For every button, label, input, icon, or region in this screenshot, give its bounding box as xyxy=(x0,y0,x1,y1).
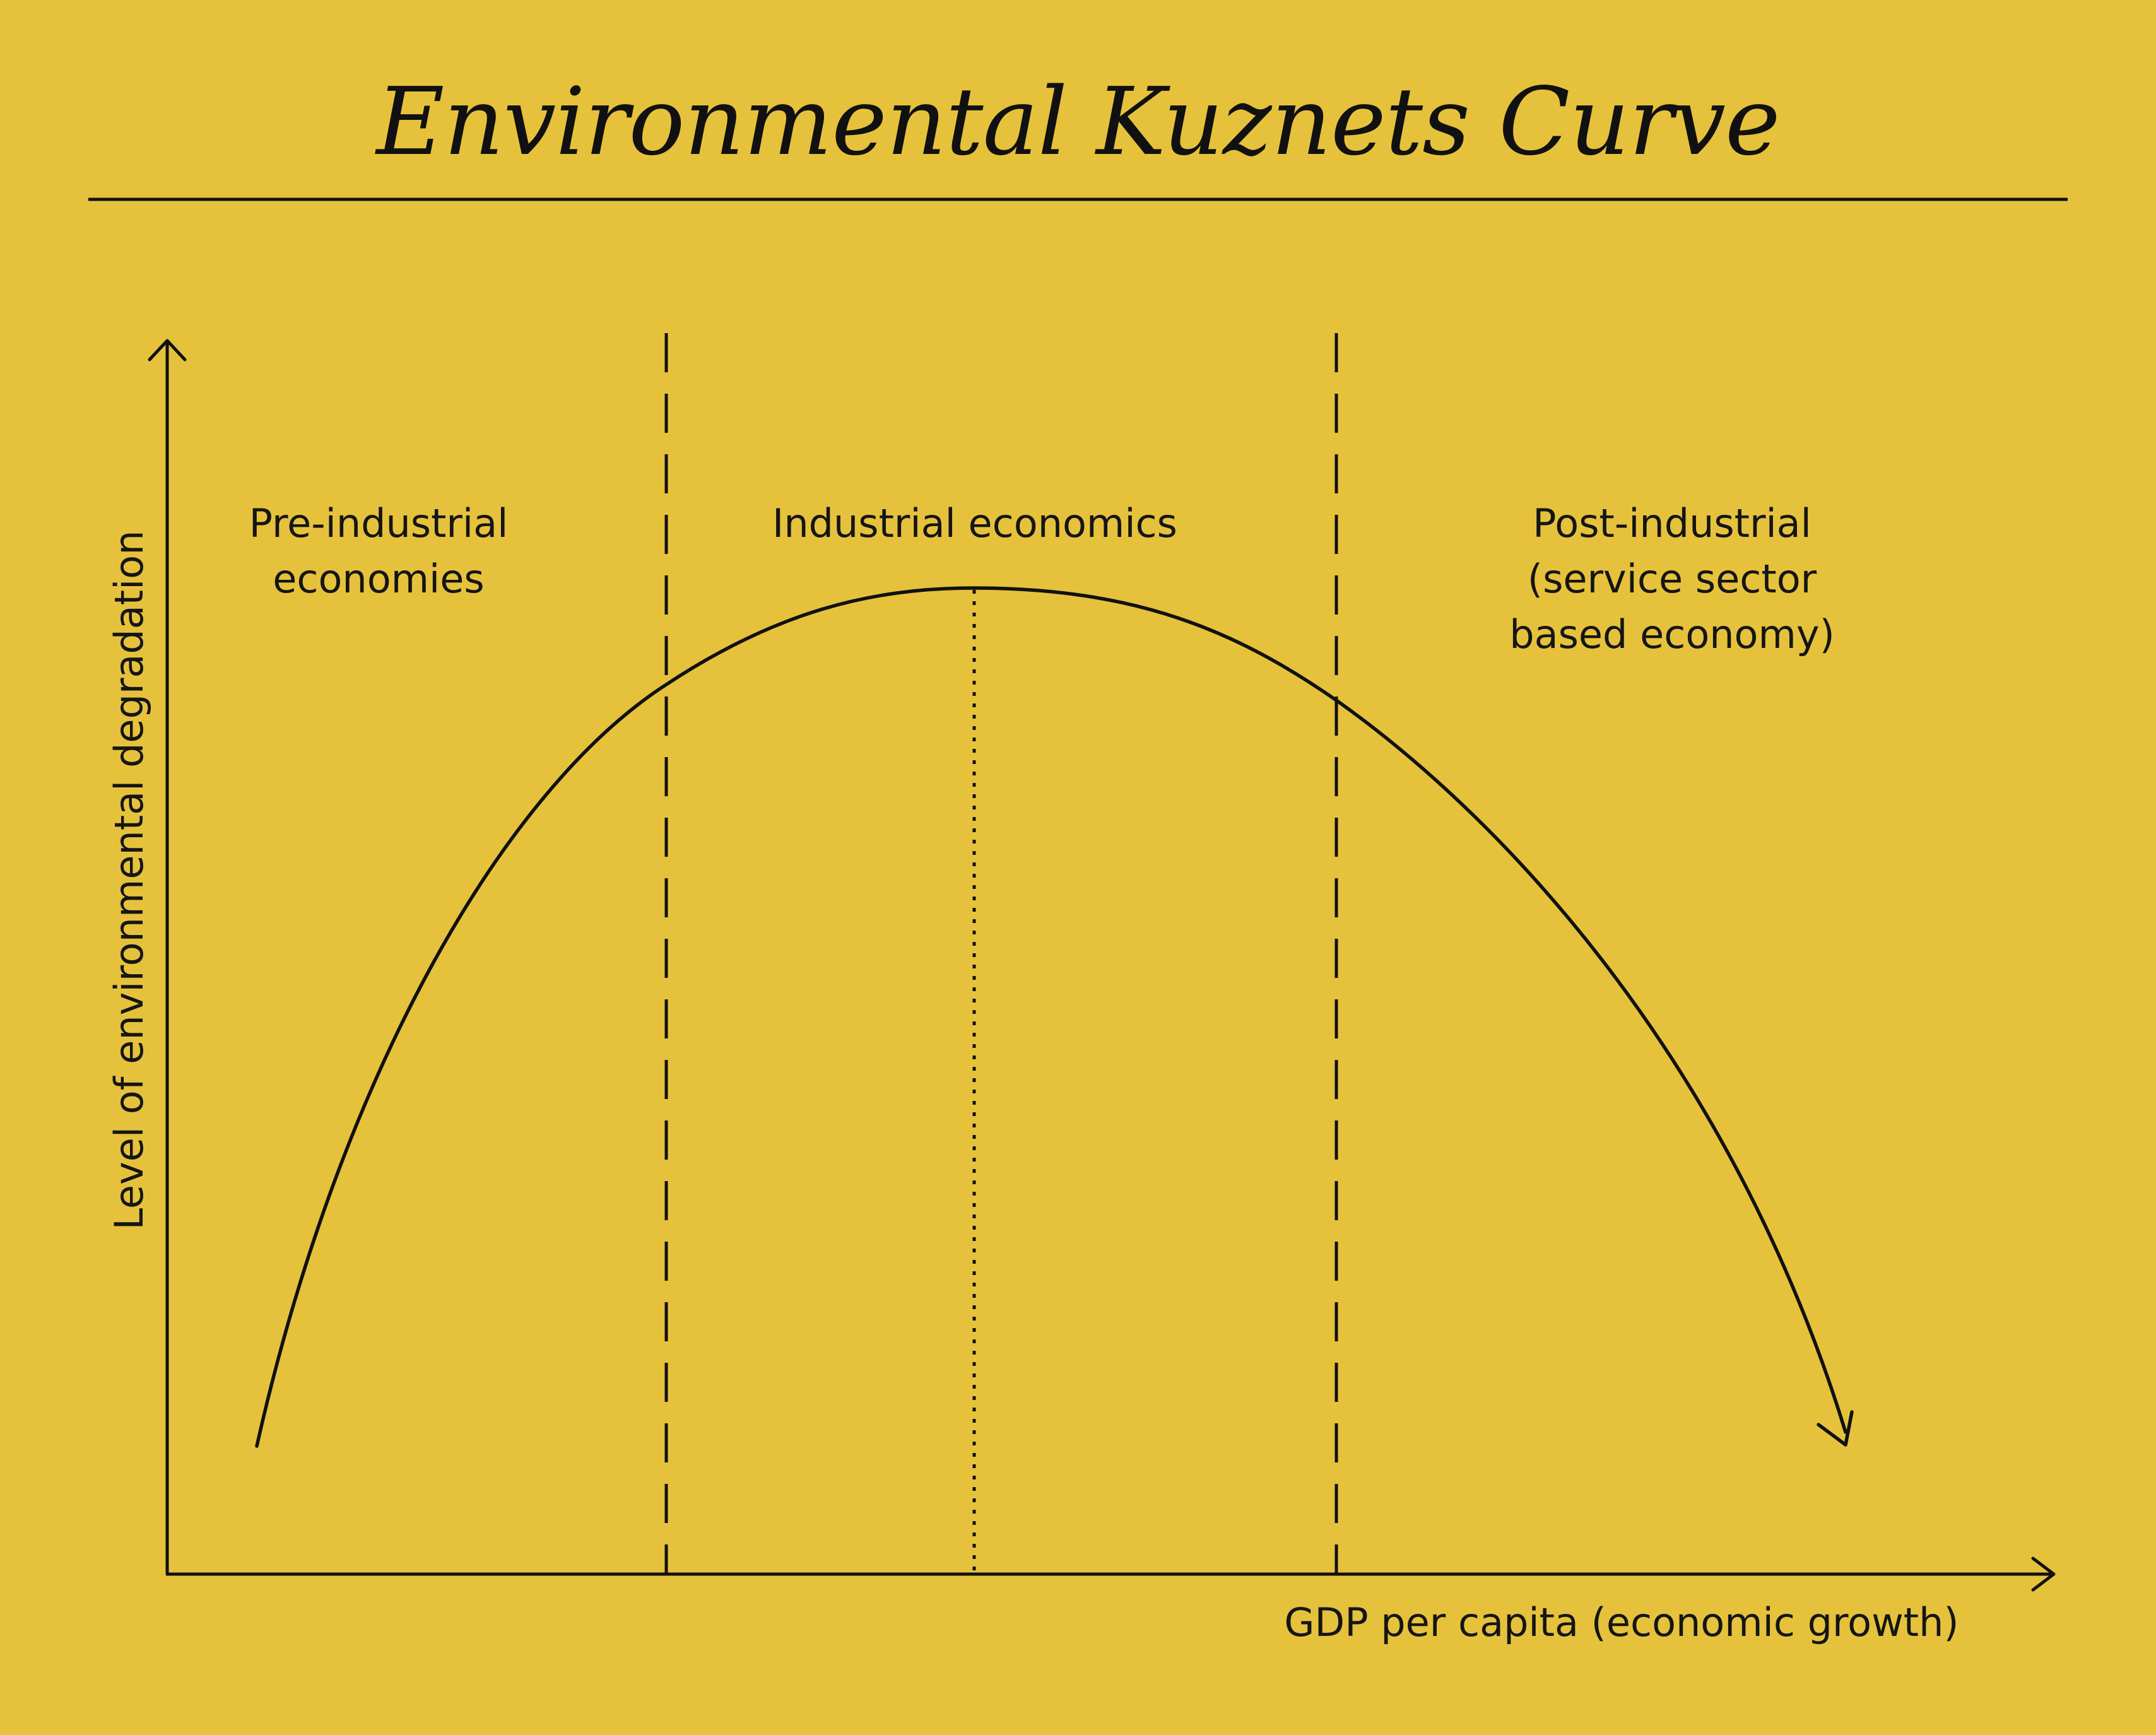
x-axis-arrow-icon xyxy=(2031,1556,2056,1592)
region-label-pre-industrial: Pre-industrial economies xyxy=(249,500,509,602)
page-title: Environmental Kuznets Curve xyxy=(376,68,1780,176)
y-axis-label: Level of environmental degradation xyxy=(106,530,152,1230)
region-label-industrial: Industrial economics xyxy=(772,500,1177,546)
y-axis-arrow-icon xyxy=(148,339,187,362)
kuznets-curve xyxy=(255,586,1847,1448)
x-axis-label: GDP per capita (economic growth) xyxy=(1284,1599,1959,1645)
curve-arrowhead-icon xyxy=(1817,1410,1854,1447)
region-label-post-industrial: Post-industrial (service sector based ec… xyxy=(1509,500,1835,657)
